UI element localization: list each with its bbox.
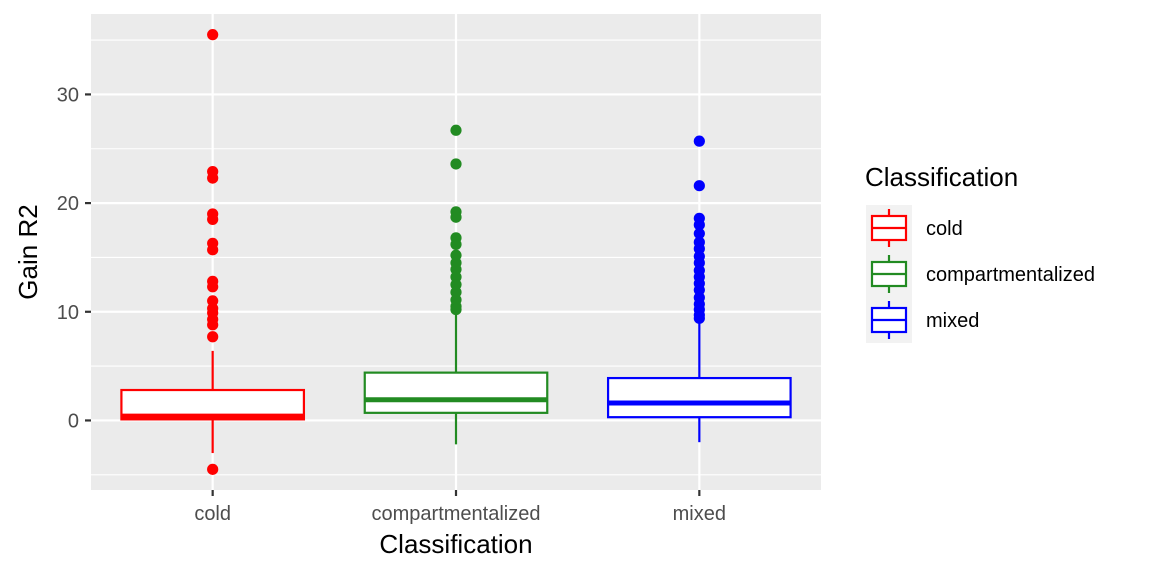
outlier-point xyxy=(693,312,705,324)
outlier-point xyxy=(693,135,705,147)
legend-item-cold: cold xyxy=(870,209,963,247)
y-axis-title: Gain R2 xyxy=(13,204,43,299)
outlier-point xyxy=(450,211,462,223)
outlier-point xyxy=(207,213,219,225)
y-tick-label: 0 xyxy=(68,410,79,432)
outlier-point xyxy=(693,227,705,240)
legend-label: cold xyxy=(926,218,963,240)
legend-title: Classification xyxy=(865,162,1018,192)
outlier-point xyxy=(450,158,462,170)
y-axis: 0 10 20 30 xyxy=(57,84,91,432)
legend-label: mixed xyxy=(926,310,979,332)
box-iqr xyxy=(606,376,792,419)
outlier-point xyxy=(693,219,705,231)
boxes-layer xyxy=(120,29,792,475)
outlier-point xyxy=(207,281,219,293)
x-tick-label: cold xyxy=(194,503,231,525)
box-compartmentalized xyxy=(363,124,549,445)
legend-key xyxy=(870,209,908,247)
x-tick-label: compartmentalized xyxy=(372,503,541,525)
box-iqr xyxy=(363,371,549,414)
outlier-point xyxy=(693,180,705,192)
x-tick-label: mixed xyxy=(673,503,726,525)
outlier-point xyxy=(207,463,219,475)
legend-label: compartmentalized xyxy=(926,264,1095,286)
outlier-point xyxy=(207,172,219,184)
x-axis: cold compartmentalized mixed xyxy=(194,490,726,525)
outlier-point xyxy=(450,238,462,250)
legend-item-mixed: mixed xyxy=(870,301,979,339)
outlier-point xyxy=(450,124,462,136)
outlier-point xyxy=(450,303,462,316)
x-axis-title: Classification xyxy=(379,529,532,559)
outlier-point xyxy=(207,29,219,41)
y-tick-label: 10 xyxy=(57,302,79,324)
legend-item-compartmentalized: compartmentalized xyxy=(870,255,1095,293)
y-tick-label: 30 xyxy=(57,84,79,106)
box-mixed xyxy=(606,135,792,443)
legend-items: cold compartmentalized mixed xyxy=(870,209,1095,339)
outlier-point xyxy=(207,244,219,256)
outlier-point xyxy=(207,319,219,331)
legend-key xyxy=(870,255,908,293)
legend-key xyxy=(870,301,908,339)
box-cold xyxy=(120,29,306,475)
outlier-point xyxy=(207,331,219,343)
y-tick-label: 20 xyxy=(57,193,79,215)
legend: Classification cold compartmentalized mixe… xyxy=(865,162,1095,343)
